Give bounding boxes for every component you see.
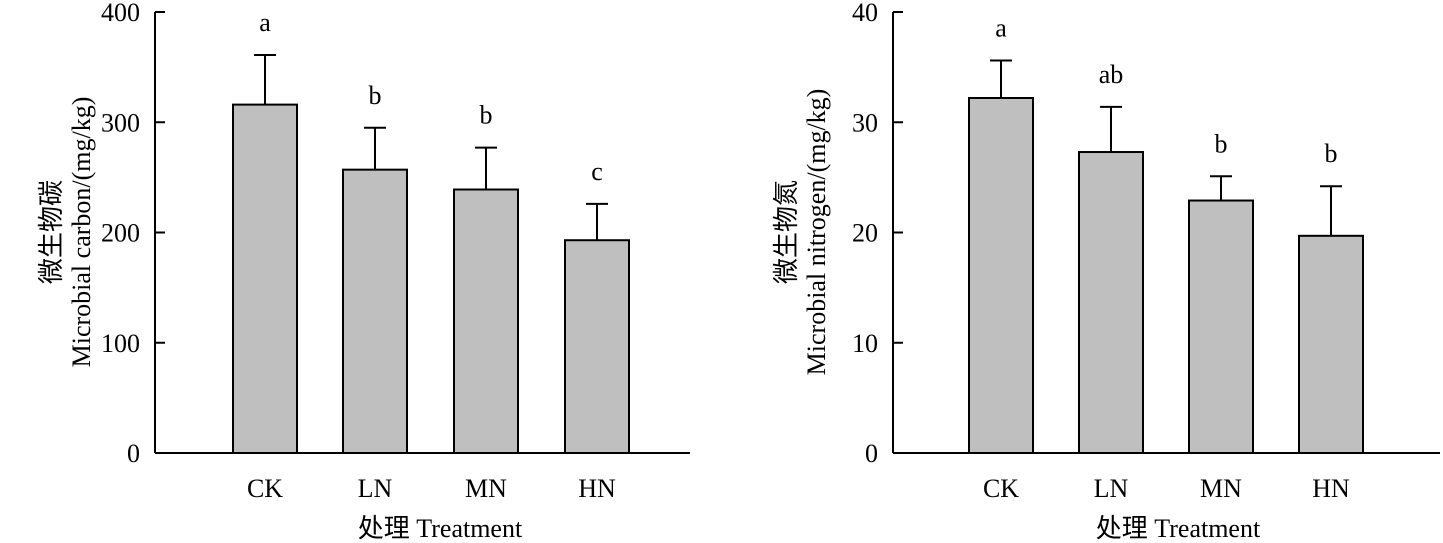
significance-label: a bbox=[995, 14, 1007, 43]
y-tick-label: 300 bbox=[101, 108, 140, 137]
significance-label: b bbox=[369, 81, 382, 110]
y-axis-title-en: Microbial carbon/(mg/kg) bbox=[67, 97, 96, 368]
y-axis-title-cn: 微生物氮 bbox=[772, 180, 801, 284]
panel-microbial-carbon: a CK b LN b MN c HN 0 100 200 300 400 微生物碳Microbial c… bbox=[37, 0, 690, 543]
bar-ck bbox=[232, 103, 298, 455]
significance-label: c bbox=[591, 157, 603, 186]
x-tick-label: MN bbox=[1200, 474, 1242, 503]
y-tick-label: 0 bbox=[865, 439, 878, 468]
x-tick-label: LN bbox=[358, 474, 393, 503]
y-tick-label: 100 bbox=[101, 329, 140, 358]
x-tick-label: MN bbox=[465, 474, 507, 503]
y-axis-title-cn: 微生物碳 bbox=[37, 180, 66, 284]
significance-label: b bbox=[480, 101, 493, 130]
x-tick-label: HN bbox=[578, 474, 616, 503]
y-tick-label: 200 bbox=[101, 219, 140, 248]
y-tick-label: 20 bbox=[852, 219, 878, 248]
bar-hn bbox=[564, 239, 630, 454]
x-tick-label: LN bbox=[1094, 474, 1129, 503]
y-tick-label: 10 bbox=[852, 329, 878, 358]
significance-label: b bbox=[1325, 139, 1338, 168]
bar-ln bbox=[1078, 151, 1144, 455]
y-axis-title: 微生物碳Microbial carbon/(mg/kg) bbox=[37, 97, 96, 368]
y-tick-label: 400 bbox=[101, 0, 140, 27]
y-tick-label: 0 bbox=[127, 439, 140, 468]
bar-ck bbox=[968, 96, 1034, 455]
x-tick-label: CK bbox=[983, 474, 1019, 503]
bar-mn bbox=[453, 188, 519, 454]
bar-mn bbox=[1188, 199, 1254, 454]
bar-ln bbox=[342, 168, 408, 454]
x-axis-title: 处理 Treatment bbox=[358, 514, 523, 543]
y-tick-label: 40 bbox=[852, 0, 878, 27]
bar-hn bbox=[1298, 234, 1364, 454]
significance-label: ab bbox=[1099, 60, 1124, 89]
panel-microbial-nitrogen: a CK ab LN b MN b HN 0 10 20 30 40 微生物氮Microbial nitr… bbox=[772, 0, 1440, 543]
significance-label: a bbox=[259, 8, 271, 37]
y-axis-title: 微生物氮Microbial nitrogen/(mg/kg) bbox=[772, 89, 831, 376]
x-axis-title: 处理 Treatment bbox=[1096, 514, 1261, 543]
significance-label: b bbox=[1215, 129, 1228, 158]
x-tick-label: HN bbox=[1312, 474, 1350, 503]
x-tick-label: CK bbox=[247, 474, 283, 503]
y-tick-label: 30 bbox=[852, 108, 878, 137]
y-axis-title-en: Microbial nitrogen/(mg/kg) bbox=[802, 89, 831, 376]
